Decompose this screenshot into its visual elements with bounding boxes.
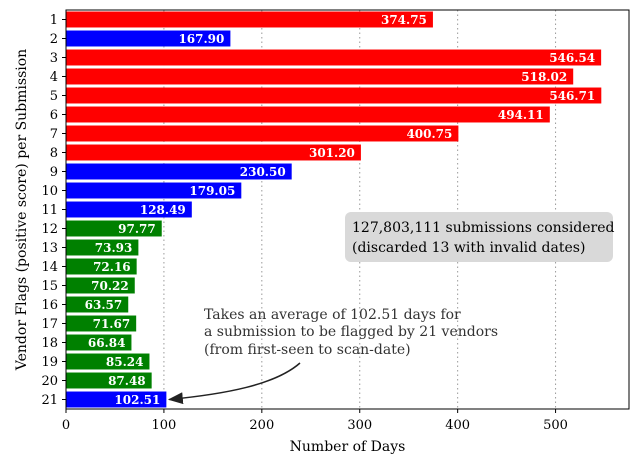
y-tick-label-19: 19 bbox=[41, 355, 58, 370]
y-tick-label-12: 12 bbox=[41, 222, 58, 237]
y-tick-label-14: 14 bbox=[41, 260, 58, 275]
bar-value-label-21: 102.51 bbox=[114, 393, 160, 407]
annotation: Takes an average of 102.51 days for a su… bbox=[167, 307, 498, 405]
x-tick-label-400: 400 bbox=[445, 418, 470, 433]
bar-value-label-16: 63.57 bbox=[85, 298, 123, 312]
bar-value-label-6: 494.11 bbox=[498, 108, 544, 122]
info-box: 127,803,111 submissions considered (disc… bbox=[345, 212, 615, 262]
bar-21 bbox=[66, 391, 167, 408]
bar-14 bbox=[66, 258, 137, 275]
info-box-line-1: 127,803,111 submissions considered bbox=[352, 220, 615, 236]
y-tick-label-6: 6 bbox=[50, 108, 58, 123]
annotation-line-3: (from first-seen to scan-date) bbox=[204, 342, 411, 358]
bar-value-label-1: 374.75 bbox=[381, 13, 427, 27]
bar-1 bbox=[66, 11, 433, 28]
bar-5 bbox=[66, 87, 602, 104]
bar-value-labels: 374.75 167.90 546.54 518.02 546.71 494.11 400.… bbox=[85, 13, 596, 407]
bar-value-label-4: 518.02 bbox=[521, 70, 567, 84]
y-tick-label-9: 9 bbox=[50, 165, 58, 180]
x-axis-ticks: 0 100 200 300 400 500 bbox=[62, 409, 568, 433]
y-tick-label-5: 5 bbox=[50, 89, 58, 104]
bar-19 bbox=[66, 353, 150, 370]
y-tick-label-8: 8 bbox=[50, 146, 58, 161]
bar-20 bbox=[66, 372, 152, 389]
annotation-line-2: a submission to be flagged by 21 vendors bbox=[204, 324, 498, 340]
y-tick-label-17: 17 bbox=[41, 317, 58, 332]
y-tick-label-10: 10 bbox=[41, 184, 58, 199]
bar-11 bbox=[66, 201, 192, 218]
y-tick-label-11: 11 bbox=[41, 203, 58, 218]
info-box-background bbox=[345, 212, 613, 262]
bar-value-label-9: 230.50 bbox=[240, 165, 286, 179]
bar-18 bbox=[66, 334, 132, 351]
x-tick-label-500: 500 bbox=[543, 418, 568, 433]
bar-2 bbox=[66, 30, 231, 47]
y-axis-label: Vendor Flags (positive score) per Submis… bbox=[14, 49, 30, 371]
y-tick-label-16: 16 bbox=[41, 298, 58, 313]
y-tick-label-3: 3 bbox=[50, 51, 58, 66]
bar-value-label-10: 179.05 bbox=[189, 184, 235, 198]
bar-3 bbox=[66, 49, 602, 66]
bar-10 bbox=[66, 182, 242, 199]
bar-value-label-15: 70.22 bbox=[91, 279, 129, 293]
bar-4 bbox=[66, 68, 574, 85]
x-tick-label-0: 0 bbox=[62, 418, 70, 433]
bar-value-label-8: 301.20 bbox=[309, 146, 355, 160]
info-box-line-2: (discarded 13 with invalid dates) bbox=[352, 240, 585, 256]
bar-value-label-14: 72.16 bbox=[93, 260, 131, 274]
y-tick-label-15: 15 bbox=[41, 279, 58, 294]
y-tick-label-13: 13 bbox=[41, 241, 58, 256]
bar-value-label-13: 73.93 bbox=[95, 241, 133, 255]
bar-value-label-5: 546.71 bbox=[549, 89, 595, 103]
x-axis-label: Number of Days bbox=[290, 439, 406, 455]
bar-value-label-19: 85.24 bbox=[106, 355, 144, 369]
x-tick-label-200: 200 bbox=[249, 418, 274, 433]
y-tick-label-2: 2 bbox=[50, 32, 58, 47]
bars bbox=[66, 11, 602, 408]
bar-17 bbox=[66, 315, 137, 332]
bar-12 bbox=[66, 220, 162, 237]
bar-value-label-2: 167.90 bbox=[178, 32, 224, 46]
y-tick-label-4: 4 bbox=[50, 70, 58, 85]
bar-value-label-20: 87.48 bbox=[108, 374, 146, 388]
x-tick-label-100: 100 bbox=[151, 418, 176, 433]
x-tick-label-300: 300 bbox=[347, 418, 372, 433]
bar-15 bbox=[66, 277, 135, 294]
bar-13 bbox=[66, 239, 139, 256]
bar-8 bbox=[66, 144, 361, 161]
bar-value-label-7: 400.75 bbox=[406, 127, 452, 141]
annotation-line-1: Takes an average of 102.51 days for bbox=[204, 307, 461, 323]
bar-16 bbox=[66, 296, 129, 313]
y-tick-label-21: 21 bbox=[41, 393, 58, 408]
bar-7 bbox=[66, 125, 459, 142]
bar-6 bbox=[66, 106, 550, 123]
annotation-arrow bbox=[167, 362, 301, 405]
bar-value-label-3: 546.54 bbox=[549, 51, 595, 65]
bar-value-label-18: 66.84 bbox=[88, 336, 126, 350]
bar-9 bbox=[66, 163, 292, 180]
y-tick-label-20: 20 bbox=[41, 374, 58, 389]
y-tick-label-18: 18 bbox=[41, 336, 58, 351]
bar-value-label-11: 128.49 bbox=[140, 203, 186, 217]
bar-value-label-12: 97.77 bbox=[118, 222, 156, 236]
bar-value-label-17: 71.67 bbox=[93, 317, 131, 331]
y-tick-label-7: 7 bbox=[50, 127, 58, 142]
y-tick-label-1: 1 bbox=[50, 13, 58, 28]
